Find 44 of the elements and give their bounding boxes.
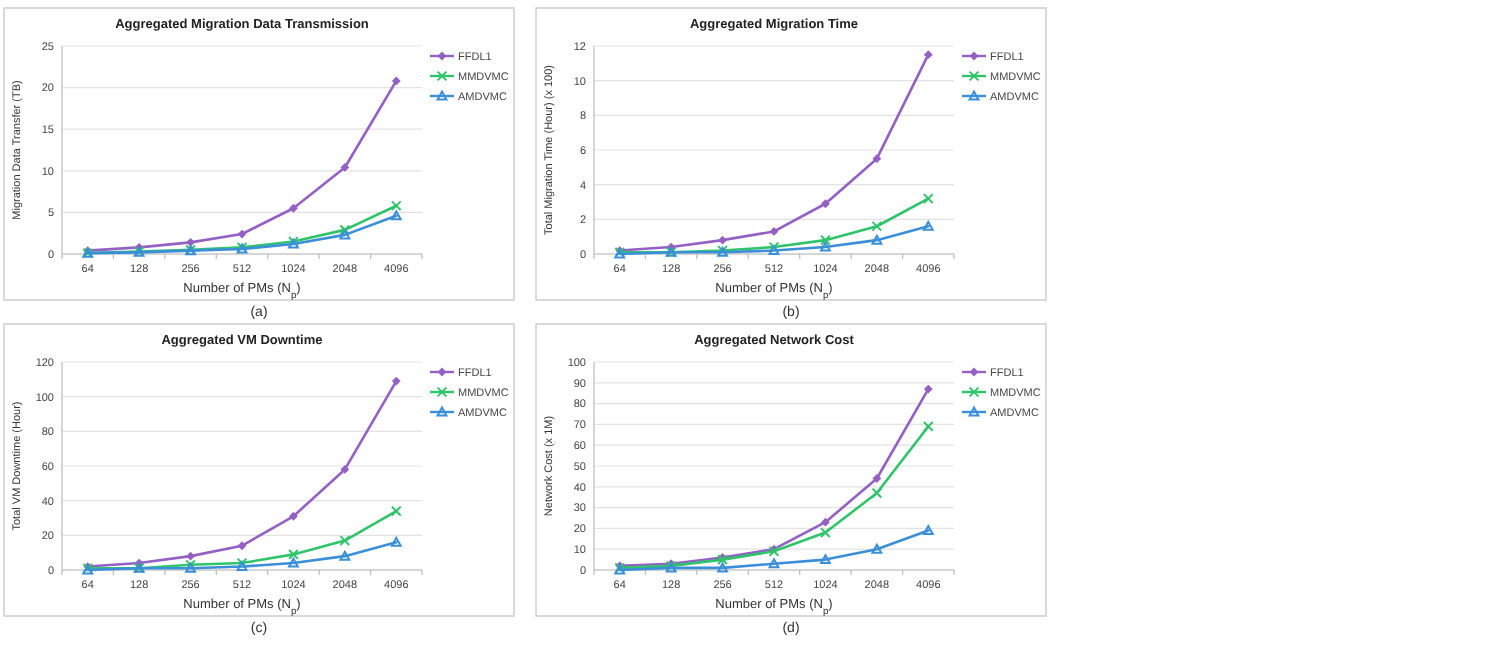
point — [339, 550, 351, 561]
point — [390, 505, 402, 517]
point — [821, 517, 830, 527]
point — [339, 535, 351, 546]
point — [923, 50, 933, 60]
point — [820, 241, 831, 252]
point — [871, 220, 883, 232]
point — [340, 465, 350, 474]
point — [922, 220, 934, 231]
point — [288, 557, 299, 568]
point — [339, 229, 351, 240]
point — [289, 203, 298, 213]
point — [186, 237, 195, 247]
line-series — [614, 525, 934, 575]
point — [872, 154, 882, 164]
point — [391, 76, 401, 86]
point — [288, 549, 299, 560]
point — [871, 234, 883, 245]
point — [820, 554, 831, 565]
point — [390, 536, 402, 547]
point — [871, 543, 883, 554]
point — [820, 234, 831, 246]
point — [289, 511, 298, 521]
point — [872, 474, 882, 483]
point — [922, 421, 934, 432]
line-series — [82, 210, 402, 258]
point — [237, 541, 247, 551]
point — [922, 193, 934, 204]
point — [391, 376, 401, 386]
point — [237, 229, 247, 239]
point — [768, 558, 780, 569]
line-series — [614, 220, 934, 259]
point — [340, 163, 350, 172]
point — [718, 235, 727, 245]
point — [820, 527, 831, 538]
point — [923, 384, 933, 394]
line-series — [82, 536, 402, 575]
point — [390, 200, 402, 212]
point — [922, 525, 934, 535]
point — [871, 487, 883, 499]
point — [390, 210, 402, 221]
point — [717, 562, 728, 573]
point — [821, 199, 830, 209]
point — [186, 551, 195, 561]
